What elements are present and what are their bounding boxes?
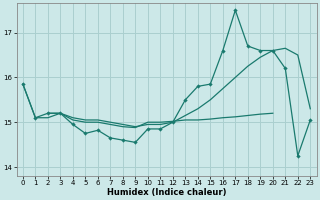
X-axis label: Humidex (Indice chaleur): Humidex (Indice chaleur) bbox=[107, 188, 226, 197]
